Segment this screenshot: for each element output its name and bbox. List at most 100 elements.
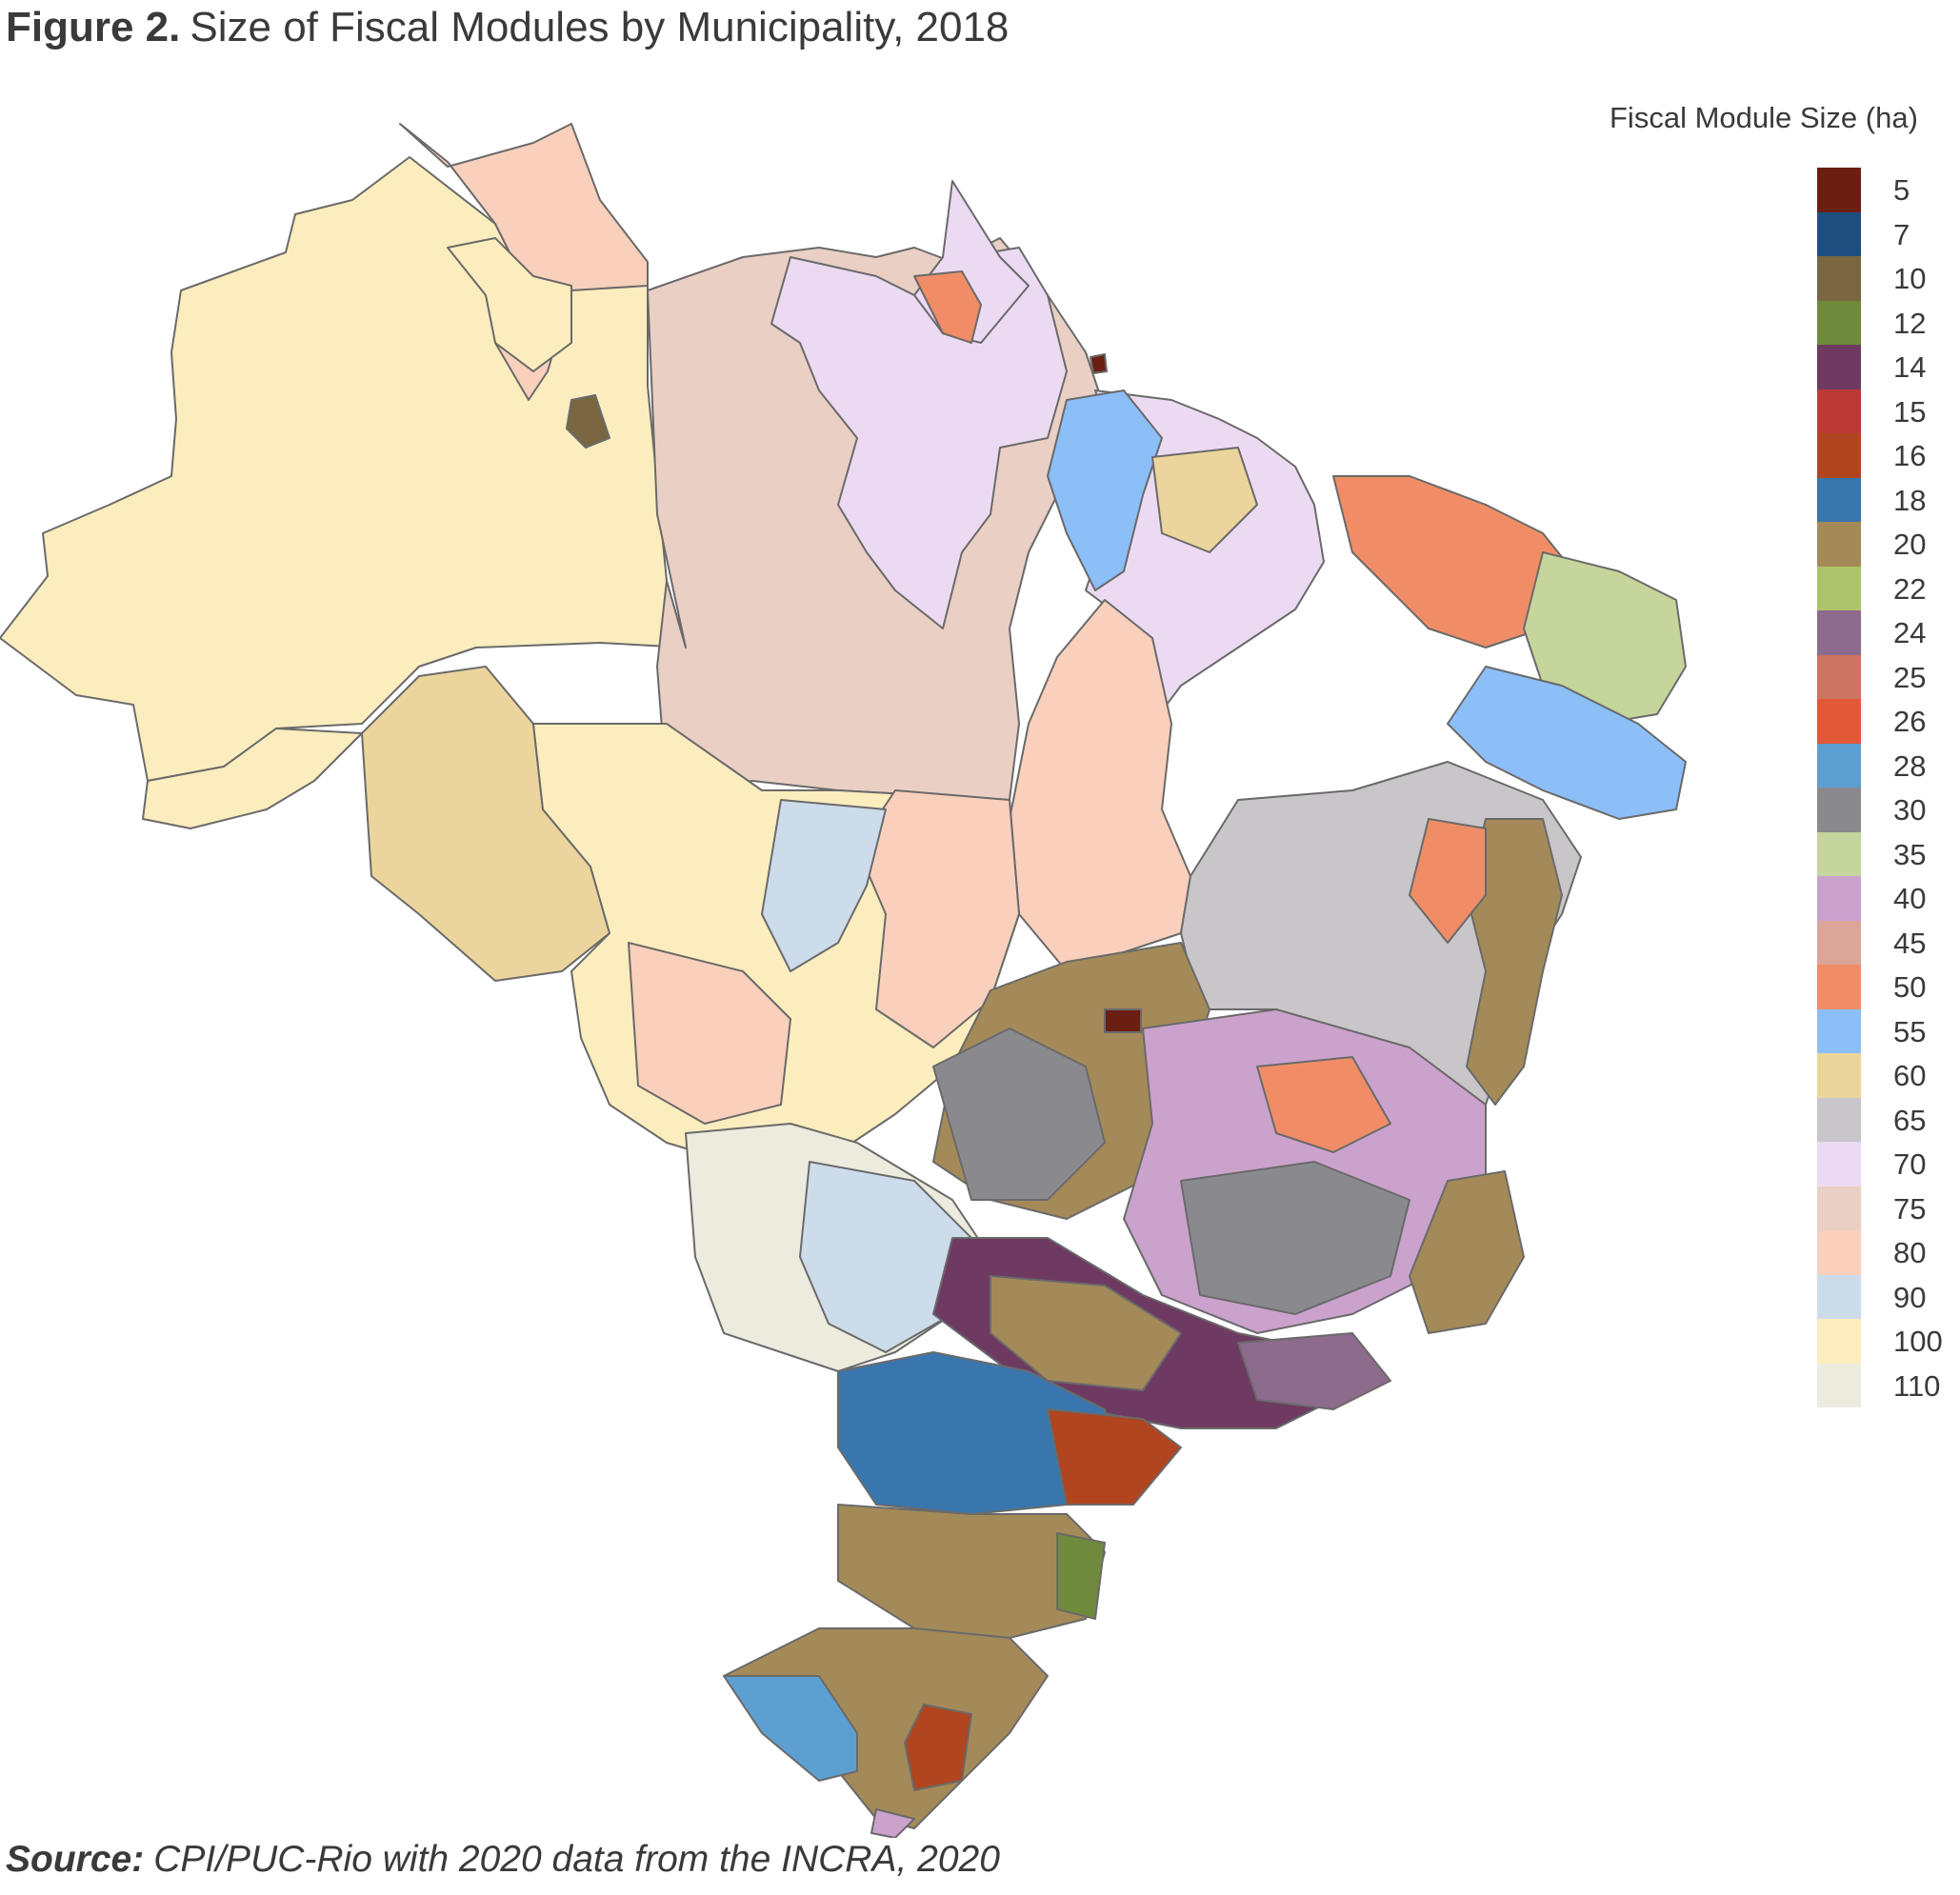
legend-label: 70 — [1893, 1147, 1927, 1181]
legend-label: 25 — [1893, 660, 1927, 694]
legend-swatch — [1817, 566, 1861, 610]
legend-item: 45 — [1817, 920, 1950, 965]
legend-label: 12 — [1893, 306, 1927, 340]
legend-swatch — [1817, 1274, 1861, 1319]
legend-item: 28 — [1817, 743, 1950, 788]
region-bahia-east — [1466, 818, 1563, 1106]
legend-swatch — [1817, 1142, 1861, 1187]
legend-swatch — [1817, 1097, 1861, 1142]
legend-label: 26 — [1893, 705, 1927, 738]
region-parana-east — [1047, 1408, 1182, 1506]
region-amapa-south — [913, 270, 982, 344]
figure-title-text: Size of Fiscal Modules by Municipality, … — [190, 4, 1010, 50]
legend-label: 80 — [1893, 1236, 1927, 1269]
legend-swatch — [1817, 831, 1861, 876]
legend-label: 7 — [1893, 217, 1910, 251]
legend-swatch — [1817, 477, 1861, 522]
legend-item: 5 — [1817, 168, 1950, 212]
legend-label: 10 — [1893, 262, 1927, 295]
legend-swatch — [1817, 788, 1861, 832]
region-es — [1409, 1170, 1525, 1334]
legend-swatch — [1817, 1008, 1861, 1053]
source-text: CPI/PUC-Rio with 2020 data from the INCR… — [153, 1839, 1000, 1880]
legend-swatch — [1817, 433, 1861, 478]
legend-item: 80 — [1817, 1230, 1950, 1275]
legend: 5 7 10 12 14 15 16 18 20 22 24 25 26 28 30 35 40 45 50 55 60… — [1817, 168, 1950, 1407]
legend-swatch — [1817, 256, 1861, 301]
legend-item: 40 — [1817, 876, 1950, 921]
legend-item: 65 — [1817, 1097, 1950, 1142]
brazil-map — [0, 57, 1762, 1838]
region-rs-south — [870, 1808, 915, 1838]
legend-label: 16 — [1893, 439, 1927, 472]
region-ap-spot — [1090, 353, 1108, 374]
region-goias-gray — [932, 1027, 1106, 1201]
legend-label: 45 — [1893, 926, 1927, 960]
legend-swatch — [1817, 1363, 1861, 1407]
legend-label: 22 — [1893, 571, 1927, 606]
legend-swatch — [1817, 743, 1861, 788]
region-roraima-north — [447, 237, 572, 372]
source-note: Source: CPI/PUC-Rio with 2020 data from t… — [6, 1836, 1000, 1884]
legend-item: 14 — [1817, 345, 1950, 389]
legend-title: Fiscal Module Size (ha) — [1610, 101, 1918, 134]
legend-swatch — [1817, 699, 1861, 744]
region-maranhao-center — [1151, 447, 1258, 553]
legend-item: 16 — [1817, 433, 1950, 478]
region-amazonas-spot — [566, 394, 610, 449]
legend-swatch — [1817, 654, 1861, 699]
legend-label: 20 — [1893, 528, 1927, 561]
region-df — [1104, 1008, 1142, 1033]
legend-swatch — [1817, 1186, 1861, 1230]
legend-label: 90 — [1893, 1280, 1927, 1314]
legend-label: 14 — [1893, 350, 1927, 384]
region-bahia-orange — [1409, 818, 1487, 944]
region-ms-east — [799, 1161, 972, 1353]
legend-swatch — [1817, 1053, 1861, 1098]
legend-swatch — [1817, 610, 1861, 655]
legend-swatch — [1817, 876, 1861, 921]
region-rs-west — [723, 1675, 858, 1782]
legend-label: 24 — [1893, 616, 1927, 649]
legend-item: 20 — [1817, 522, 1950, 567]
legend-swatch — [1817, 168, 1861, 212]
legend-item: 26 — [1817, 699, 1950, 744]
legend-label: 110 — [1893, 1368, 1941, 1403]
source-label: Source: — [6, 1839, 145, 1880]
figure-number: Figure 2. — [6, 4, 181, 50]
region-maranhao-west — [1047, 389, 1163, 591]
region-mato-grosso-south — [628, 942, 791, 1125]
region-minas-gray — [1180, 1161, 1410, 1315]
region-rs-red — [904, 1704, 972, 1791]
region-sp-mix — [990, 1275, 1182, 1391]
legend-swatch — [1817, 389, 1861, 433]
legend-item: 15 — [1817, 389, 1950, 433]
legend-item: 55 — [1817, 1008, 1950, 1053]
legend-label: 28 — [1893, 748, 1927, 783]
legend-item: 60 — [1817, 1053, 1950, 1098]
legend-item: 35 — [1817, 831, 1950, 876]
legend-swatch — [1817, 1230, 1861, 1275]
legend-swatch — [1817, 522, 1861, 567]
legend-label: 35 — [1893, 837, 1927, 871]
legend-item: 100 — [1817, 1319, 1950, 1364]
legend-item: 22 — [1817, 566, 1950, 610]
figure-title: Figure 2. Size of Fiscal Modules by Munic… — [6, 2, 1009, 53]
region-sc — [837, 1504, 1106, 1639]
legend-item: 18 — [1817, 477, 1950, 522]
legend-swatch — [1817, 965, 1861, 1009]
legend-label: 40 — [1893, 882, 1927, 915]
legend-item: 70 — [1817, 1142, 1950, 1187]
legend-label: 100 — [1893, 1325, 1943, 1358]
region-acre — [142, 728, 363, 829]
region-rj — [1237, 1332, 1391, 1410]
region-minas-orange — [1256, 1056, 1391, 1153]
legend-swatch — [1817, 211, 1861, 256]
legend-swatch — [1817, 1319, 1861, 1364]
legend-item: 30 — [1817, 788, 1950, 832]
legend-label: 18 — [1893, 483, 1927, 517]
legend-item: 90 — [1817, 1274, 1950, 1319]
legend-item: 10 — [1817, 256, 1950, 301]
legend-item: 24 — [1817, 610, 1950, 655]
legend-label: 55 — [1893, 1014, 1927, 1048]
